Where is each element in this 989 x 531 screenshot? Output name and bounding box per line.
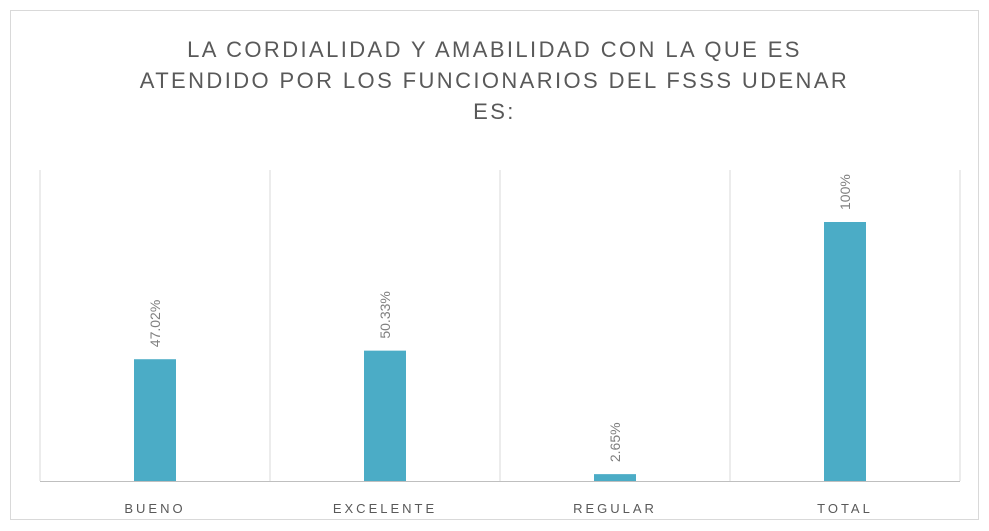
chart-title: LA CORDIALIDAD Y AMABILIDAD CON LA QUE E… (139, 37, 850, 124)
x-tick-label: REGULAR (573, 501, 657, 516)
data-label: 100% (837, 174, 853, 210)
x-tick-label: BUENO (124, 501, 185, 516)
bar (364, 350, 406, 481)
bar (594, 474, 636, 481)
data-label: 47.02% (147, 300, 163, 347)
x-tick-label: EXCELENTE (333, 501, 437, 516)
data-label: 2.65% (607, 422, 623, 462)
bar (824, 222, 866, 481)
x-tick-label: TOTAL (817, 501, 873, 516)
bar (134, 359, 176, 481)
data-label: 50.33% (377, 291, 393, 338)
